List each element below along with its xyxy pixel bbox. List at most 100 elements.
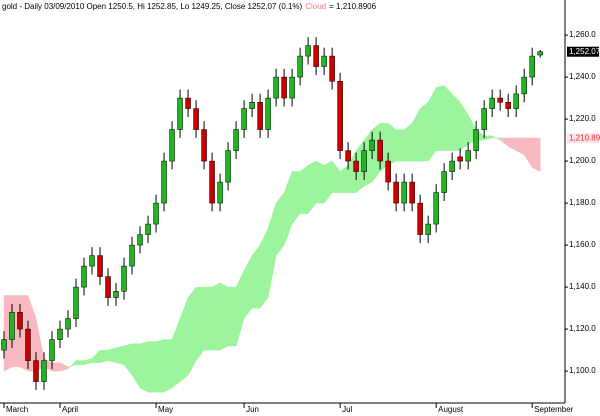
candle-body	[193, 108, 199, 130]
candle-body	[249, 102, 255, 109]
y-tick-label: 1,200.0	[569, 156, 596, 165]
close-label-box	[567, 46, 599, 57]
candle-body	[65, 318, 71, 330]
y-tick-label: 1,240.0	[569, 72, 596, 81]
candle-body	[513, 93, 519, 109]
cloud-segment	[251, 244, 261, 309]
candle-body	[105, 276, 111, 298]
cloud-segment	[211, 282, 221, 351]
x-tick-label: August	[438, 405, 464, 414]
cloud-segment	[75, 360, 85, 366]
cloud-segment	[315, 160, 325, 204]
y-tick-label: 1,260.0	[569, 30, 596, 39]
candle-body	[9, 312, 15, 340]
x-tick-label: Jul	[342, 405, 352, 414]
chart-title: gold - Daily 03/09/2010 Open 1250.5, Hi …	[2, 2, 377, 11]
candle-body	[161, 160, 167, 204]
candle-body	[361, 150, 367, 172]
candle-body	[113, 291, 119, 298]
cloud-label: Cloud	[305, 2, 326, 11]
cloud-segment	[147, 341, 157, 393]
cloud-label-box	[567, 133, 599, 144]
candle-body	[17, 312, 23, 330]
candle-body	[457, 156, 463, 162]
candle-body	[265, 97, 271, 130]
candle-body	[353, 160, 359, 172]
y-tick-label: 1,160.0	[569, 240, 596, 249]
candle-body	[33, 360, 39, 382]
candle-body	[369, 139, 375, 151]
y-tick-label: 1,180.0	[569, 198, 596, 207]
candle-body	[89, 255, 95, 267]
candle-body	[73, 286, 79, 319]
cloud-layer	[3, 84, 541, 393]
candle-body	[41, 360, 47, 382]
cloud-value: = 1,210.8906	[329, 2, 376, 11]
cloud-segment	[203, 286, 213, 351]
candle-body	[377, 139, 383, 162]
candle-body	[57, 328, 63, 340]
cloud-segment	[275, 191, 285, 257]
candle-body	[529, 55, 535, 78]
cloud-segment	[195, 286, 205, 362]
cloud-segment	[99, 349, 109, 364]
candle-body	[209, 160, 215, 204]
candle-body	[409, 181, 415, 204]
candle-body	[153, 202, 159, 225]
y-tick-label: 1,140.0	[569, 282, 596, 291]
x-tick-label: Jun	[246, 405, 259, 414]
candle-body	[121, 265, 127, 292]
candle-body	[321, 55, 327, 67]
cloud-segment	[187, 286, 197, 376]
candle-body	[225, 150, 231, 183]
candle-body	[505, 102, 511, 109]
candle-body	[233, 129, 239, 151]
close-label: 1,252.07	[569, 47, 600, 56]
y-tick-label: 1,220.0	[569, 114, 596, 123]
candle-body	[177, 97, 183, 130]
cloud-segment	[107, 347, 117, 364]
title-text: gold - Daily 03/09/2010 Open 1250.5, Hi …	[2, 2, 303, 11]
y-tick-label: 1,120.0	[569, 324, 596, 333]
cloud-segment	[219, 282, 229, 351]
candle-body	[393, 181, 399, 204]
cloud-segment	[395, 129, 405, 162]
candle-body	[465, 150, 471, 162]
candle-body	[281, 76, 287, 99]
candle-body	[449, 160, 455, 172]
candle-body	[289, 76, 295, 99]
cloud-last-label: 1,210.89	[569, 133, 600, 142]
x-tick-label: April	[62, 405, 78, 414]
cloud-segment	[227, 286, 237, 347]
candle-body	[49, 339, 55, 361]
candle-body	[417, 202, 423, 235]
candle-body	[201, 129, 207, 162]
candle-body	[385, 160, 391, 183]
candle-body	[1, 339, 7, 351]
candle-body	[145, 223, 151, 235]
candle-body	[521, 76, 527, 95]
candle-body	[425, 223, 431, 235]
candle-body	[489, 97, 495, 109]
cloud-segment	[299, 164, 309, 214]
candle-body	[537, 51, 543, 56]
x-tick-label: March	[6, 405, 28, 414]
y-tick-label: 1,100.0	[569, 366, 596, 375]
candle-body	[481, 108, 487, 130]
candle-body	[305, 45, 311, 57]
candle-body	[497, 97, 503, 103]
candle-body	[329, 55, 335, 82]
cloud-segment	[163, 339, 173, 393]
cloud-segment	[451, 93, 461, 151]
candle-body	[345, 150, 351, 162]
candle-body	[217, 181, 223, 204]
candle-body	[129, 244, 135, 267]
cloud-segment	[419, 101, 429, 162]
cloud-segment	[387, 122, 397, 166]
candle-body	[337, 81, 343, 151]
candle-body	[273, 76, 279, 99]
cloud-segment	[443, 84, 453, 151]
candle-body	[137, 234, 143, 246]
cloud-segment	[51, 362, 61, 372]
